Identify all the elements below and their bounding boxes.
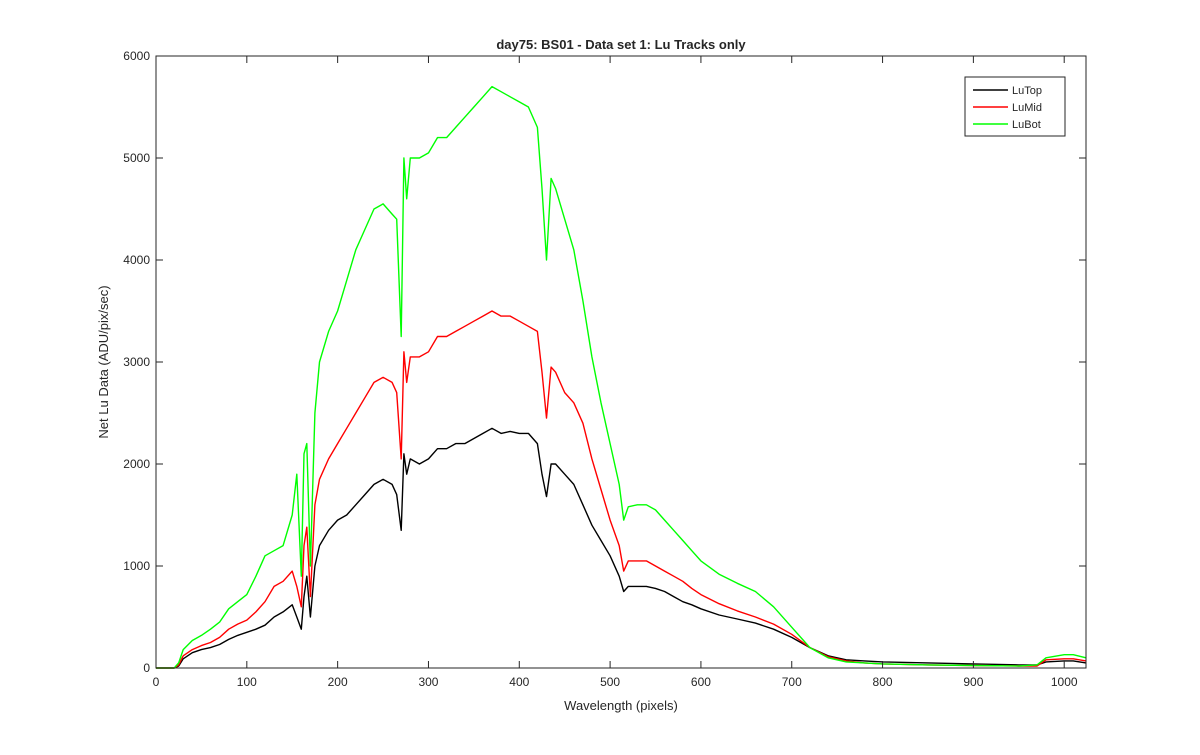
y-axis-label: Net Lu Data (ADU/pix/sec) <box>96 285 111 438</box>
y-tick-label: 2000 <box>123 457 150 471</box>
series-line-lumid <box>156 310 1087 669</box>
chart-title: day75: BS01 - Data set 1: Lu Tracks only <box>496 37 746 52</box>
y-axis-ticks: 0 1000 2000 3000 4000 5000 6000 <box>123 49 1086 675</box>
x-tick-label: 1000 <box>1051 675 1078 689</box>
y-tick-label: 1000 <box>123 559 150 573</box>
x-tick-label: 200 <box>328 675 348 689</box>
x-tick-label: 900 <box>963 675 983 689</box>
legend-label-lumid: LuMid <box>1012 102 1042 114</box>
x-tick-label: 300 <box>418 675 438 689</box>
series-line-lutop <box>156 427 1087 669</box>
y-tick-label: 3000 <box>123 355 150 369</box>
y-tick-label: 4000 <box>123 253 150 267</box>
x-tick-label: 100 <box>237 675 257 689</box>
series-lines <box>156 85 1087 669</box>
y-tick-label: 0 <box>143 661 150 675</box>
x-axis-ticks: 0 100 200 300 400 500 600 700 800 900 1000 <box>153 56 1078 689</box>
legend-label-lubot: LuBot <box>1012 119 1041 131</box>
y-tick-label: 6000 <box>123 49 150 63</box>
legend: LuTop LuMid LuBot <box>964 76 1066 137</box>
x-axis-label: Wavelength (pixels) <box>564 698 678 713</box>
x-tick-label: 600 <box>691 675 711 689</box>
series-line-lubot <box>156 85 1087 669</box>
x-tick-label: 800 <box>873 675 893 689</box>
x-tick-label: 500 <box>600 675 620 689</box>
x-tick-label: 700 <box>782 675 802 689</box>
legend-label-lutop: LuTop <box>1012 85 1042 97</box>
plot-area <box>156 56 1086 668</box>
x-tick-label: 0 <box>153 675 160 689</box>
x-tick-label: 400 <box>509 675 529 689</box>
y-tick-label: 5000 <box>123 151 150 165</box>
